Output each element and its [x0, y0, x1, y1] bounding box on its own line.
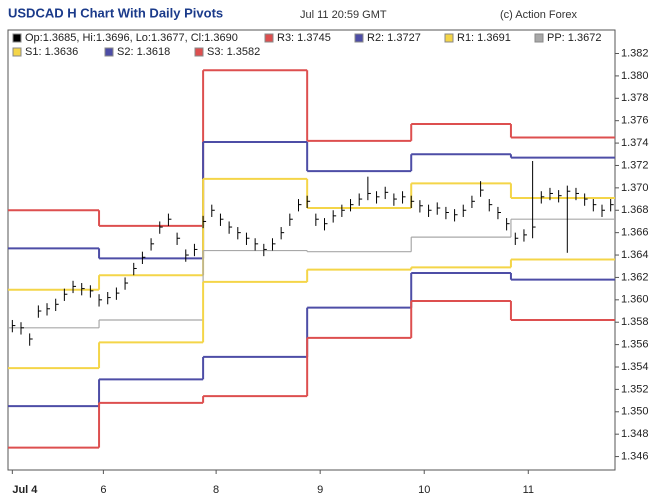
legend-swatch [534, 33, 544, 43]
y-tick-label: 1.352 [621, 383, 649, 395]
y-tick-label: 1.376 [621, 115, 649, 127]
x-tick-label: 11 [523, 484, 534, 496]
y-tick-label: 1.382 [621, 47, 649, 59]
credit: (c) Action Forex [500, 9, 578, 21]
legend-swatch [264, 33, 274, 43]
legend-label: R3: 1.3745 [277, 32, 331, 44]
y-tick-label: 1.350 [621, 406, 649, 418]
legend-label: R1: 1.3691 [457, 32, 511, 44]
legend-label: S1: 1.3636 [25, 46, 78, 58]
plot-frame [7, 29, 616, 471]
y-tick-label: 1.378 [621, 92, 649, 104]
legend-swatch [354, 33, 364, 43]
y-tick-label: 1.356 [621, 339, 649, 351]
y-tick-label: 1.366 [621, 227, 649, 239]
timestamp: Jul 11 20:59 GMT [300, 9, 387, 21]
y-tick-label: 1.364 [621, 249, 649, 261]
legend-label: Op:1.3685, Hi:1.3696, Lo:1.3677, Cl:1.36… [25, 32, 238, 44]
legend-swatch [12, 33, 22, 43]
legend: Op:1.3685, Hi:1.3696, Lo:1.3677, Cl:1.36… [9, 31, 614, 59]
y-tick-label: 1.380 [621, 70, 649, 82]
legend-swatch [444, 33, 454, 43]
legend-label: R2: 1.3727 [367, 32, 421, 44]
x-tick-label: 8 [213, 484, 219, 496]
x-tick-label: Jul 4 [12, 484, 38, 496]
x-tick-label: 9 [317, 484, 323, 496]
y-tick-label: 1.346 [621, 450, 649, 462]
y-tick-label: 1.370 [621, 182, 649, 194]
y-tick-label: 1.368 [621, 204, 649, 216]
y-tick-label: 1.372 [621, 159, 649, 171]
y-tick-label: 1.348 [621, 428, 649, 440]
legend-swatch [12, 47, 22, 57]
y-tick-label: 1.358 [621, 316, 649, 328]
y-tick-label: 1.362 [621, 271, 649, 283]
y-tick-label: 1.374 [621, 137, 649, 149]
y-tick-label: 1.354 [621, 361, 649, 373]
plot [8, 69, 615, 449]
legend-label: S2: 1.3618 [117, 46, 170, 58]
y-tick-label: 1.360 [621, 294, 649, 306]
legend-swatch [104, 47, 114, 57]
x-tick-label: 6 [100, 484, 106, 496]
chart-title: USDCAD H Chart With Daily Pivots [8, 5, 223, 20]
legend-label: S3: 1.3582 [207, 46, 260, 58]
x-tick-label: 10 [418, 484, 430, 496]
legend-label: PP: 1.3672 [547, 32, 601, 44]
legend-swatch [194, 47, 204, 57]
